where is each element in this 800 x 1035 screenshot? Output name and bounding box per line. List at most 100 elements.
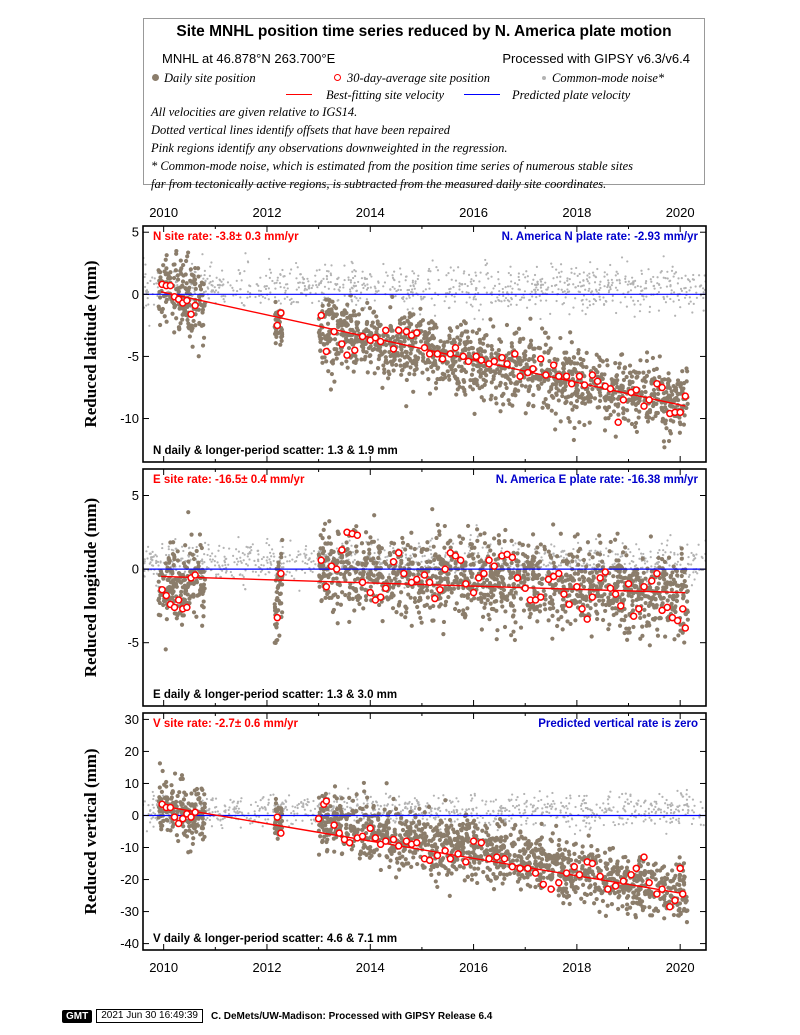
avg30-point: [536, 355, 545, 363]
common-mode-point: [466, 284, 469, 288]
daily-point: [278, 582, 283, 587]
common-mode-point: [528, 298, 532, 301]
daily-point: [640, 633, 645, 638]
common-mode-point: [304, 562, 307, 565]
daily-point: [186, 510, 191, 515]
common-mode-point: [167, 553, 171, 557]
common-mode-point: [260, 563, 263, 567]
common-mode-point: [687, 302, 691, 305]
daily-point: [280, 537, 285, 543]
avg30-point: [549, 361, 558, 369]
daily-point: [591, 575, 596, 581]
daily-point: [530, 356, 535, 362]
common-mode-point: [299, 273, 302, 276]
common-mode-point: [337, 299, 340, 302]
daily-point: [613, 537, 618, 542]
daily-point: [482, 560, 487, 566]
common-mode-point: [152, 303, 156, 306]
daily-point: [463, 329, 468, 334]
daily-point: [635, 400, 641, 406]
daily-point: [433, 380, 439, 386]
common-mode-point: [254, 563, 257, 567]
common-mode-point: [279, 273, 282, 277]
common-mode-point: [533, 288, 537, 291]
daily-point: [644, 412, 649, 417]
daily-point: [168, 540, 173, 545]
common-mode-point: [218, 286, 221, 289]
common-mode-point: [444, 555, 447, 558]
common-mode-point: [677, 298, 681, 302]
daily-point: [642, 614, 647, 619]
common-mode-point: [352, 276, 355, 280]
daily-point: [679, 386, 684, 391]
common-mode-point: [257, 284, 260, 287]
avg30-point: [358, 332, 367, 341]
daily-point: [483, 601, 488, 606]
common-mode-point: [452, 286, 455, 289]
common-mode-point: [248, 295, 252, 298]
common-mode-point: [509, 565, 512, 568]
daily-point: [489, 393, 494, 398]
daily-point: [161, 263, 166, 268]
daily-point: [594, 570, 599, 575]
y-tick-label: 0: [132, 287, 139, 302]
daily-point: [486, 544, 491, 549]
daily-point: [433, 386, 439, 391]
common-mode-point: [504, 296, 508, 300]
common-mode-point: [643, 562, 647, 565]
common-mode-point: [427, 282, 430, 285]
daily-point: [276, 608, 281, 613]
daily-point: [448, 328, 454, 333]
daily-point: [598, 568, 603, 573]
daily-point: [348, 316, 353, 321]
daily-point: [614, 373, 620, 378]
common-mode-point: [268, 276, 271, 279]
daily-point: [546, 350, 551, 356]
daily-point: [563, 356, 568, 361]
common-mode-point: [267, 570, 270, 574]
daily-point: [588, 399, 593, 404]
common-mode-point: [382, 262, 385, 266]
common-mode-point: [232, 289, 235, 292]
daily-point: [604, 358, 610, 363]
daily-point: [273, 317, 278, 322]
daily-point: [457, 341, 462, 347]
common-mode-point: [668, 564, 671, 567]
common-mode-point: [588, 300, 591, 303]
daily-point: [351, 309, 356, 314]
daily-point: [357, 601, 362, 607]
daily-point: [536, 385, 542, 390]
common-mode-point: [698, 285, 701, 288]
daily-point: [613, 360, 618, 366]
common-mode-point: [414, 280, 417, 283]
daily-point: [436, 345, 441, 350]
daily-point: [618, 564, 623, 569]
daily-point: [581, 584, 587, 590]
common-mode-point: [242, 575, 245, 579]
common-mode-point: [260, 557, 264, 561]
common-mode-point: [146, 297, 149, 300]
common-mode-point: [239, 288, 242, 291]
common-mode-point: [254, 295, 257, 299]
daily-point: [599, 559, 605, 564]
common-mode-point: [352, 560, 355, 563]
daily-point: [183, 588, 188, 593]
common-mode-point: [697, 274, 701, 277]
common-mode-point: [589, 564, 592, 567]
daily-point: [679, 573, 684, 579]
daily-point: [623, 614, 628, 619]
daily-point: [567, 582, 573, 587]
common-mode-point: [405, 556, 408, 559]
daily-point: [408, 365, 413, 370]
common-mode-point: [680, 277, 683, 280]
daily-point: [662, 405, 668, 410]
daily-point: [597, 533, 602, 538]
daily-point: [318, 348, 323, 353]
common-mode-point: [320, 301, 324, 305]
common-mode-point: [624, 550, 628, 554]
common-mode-point: [654, 562, 657, 566]
daily-point: [369, 539, 375, 544]
common-mode-point: [222, 278, 225, 281]
common-mode-point: [357, 280, 360, 284]
common-mode-point: [536, 283, 540, 286]
